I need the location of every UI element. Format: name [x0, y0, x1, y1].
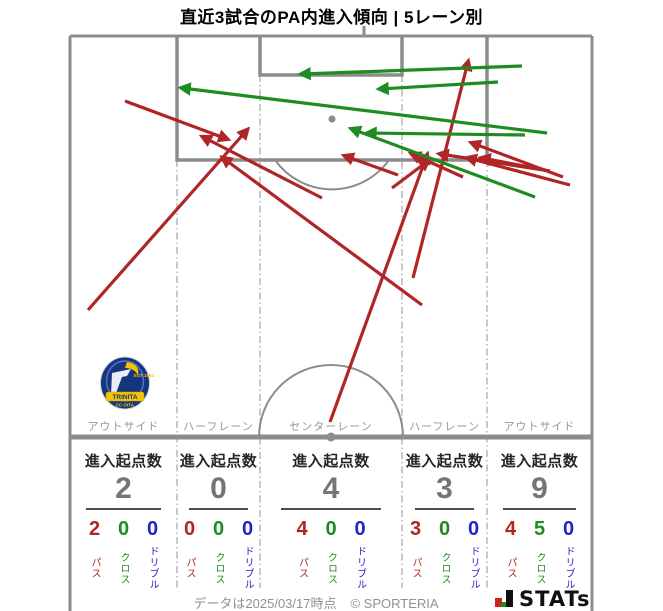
entry-count-total: 2 [115, 472, 132, 505]
badge-banner [105, 391, 145, 402]
divider-rule [86, 508, 161, 510]
lane-label-outside-right: アウトサイド [503, 421, 576, 433]
entry-arrow-pass [391, 158, 432, 190]
lane-label-outside-left: アウトサイド [87, 421, 160, 433]
dribble-label: ドリブル [147, 546, 158, 590]
lane-label-center: センターレーン [289, 421, 373, 433]
lane-label-half-left: ハーフレーン [183, 421, 254, 433]
pass-label: パス [184, 557, 195, 579]
dribble-count: 0 [146, 518, 159, 540]
entry-count-header: 進入起点数 [500, 453, 579, 470]
badge-sub-text: FC OITA [116, 403, 134, 408]
stat-column-half-right: 進入起点数 3 3 パス 0 クロス 0 ドリブル [402, 437, 487, 592]
pass-count: 4 [504, 518, 517, 540]
cross-label: クロス [325, 551, 337, 585]
badge-name-text: TRINITA [112, 394, 137, 401]
badge-t-monogram [111, 369, 131, 395]
divider-rule [414, 508, 475, 510]
pass-count: 3 [409, 518, 422, 540]
footer: データは2025/03/17時点 © SPORTERIA [70, 593, 602, 611]
stat-column-center: 進入起点数 4 4 パス 0 クロス 0 ドリブル [260, 437, 402, 592]
entry-count-header: 進入起点数 [405, 453, 484, 470]
cross-count: 0 [117, 518, 130, 540]
cross-count: 0 [325, 518, 337, 540]
dribble-count: 0 [241, 518, 254, 540]
entry-arrow-pass [198, 134, 323, 200]
dribble-label: ドリブル [354, 546, 366, 590]
cross-label: クロス [213, 551, 224, 585]
pass-label: パス [296, 557, 308, 579]
cross-label: クロス [439, 551, 450, 585]
penalty-spot [328, 115, 336, 123]
badge-flame [125, 362, 139, 375]
entry-arrow-pass [219, 155, 423, 307]
pass-label: パス [410, 557, 421, 579]
copyright: © SPORTERIA [350, 596, 439, 611]
entry-count-header: 進入起点数 [292, 453, 370, 470]
entry-arrow-cross [375, 80, 499, 96]
cross-label: クロス [118, 551, 129, 585]
dribble-count: 0 [562, 518, 575, 540]
pass-count: 0 [183, 518, 196, 540]
page-title: 直近3試合のPA内進入傾向 | 5レーン別 [179, 8, 484, 27]
cross-count: 5 [533, 518, 546, 540]
pass-count: 4 [296, 518, 308, 540]
pass-label: パス [505, 557, 516, 579]
entry-count-total: 4 [322, 472, 340, 505]
dribble-count: 0 [354, 518, 366, 540]
entry-count-header: 進入起点数 [179, 453, 258, 470]
divider-rule [502, 508, 577, 510]
stats-logo: STATs [494, 587, 591, 611]
pitch-lines [68, 26, 594, 611]
cross-count: 0 [212, 518, 225, 540]
pass-count: 2 [88, 518, 101, 540]
entry-arrow-pass [435, 148, 551, 173]
goal-area [258, 36, 404, 77]
stat-column-outside-right: 進入起点数 9 4 パス 5 クロス 0 ドリブル [487, 437, 592, 592]
dribble-label: ドリブル [242, 546, 253, 590]
divider-rule [281, 508, 381, 510]
dribble-label: ドリブル [468, 546, 479, 590]
entry-count-total: 3 [436, 472, 453, 505]
entry-arrow-pass [124, 99, 232, 143]
lane-dividers [176, 75, 488, 588]
cross-count: 0 [438, 518, 451, 540]
penalty-arc [274, 159, 390, 191]
entry-arrow-pass [411, 57, 473, 279]
entry-count-header: 進入起点数 [84, 453, 163, 470]
entry-arrow-pass [328, 150, 431, 423]
penalty-area [175, 36, 489, 162]
stat-column-half-left: 進入起点数 0 0 パス 0 クロス 0 ドリブル [177, 437, 260, 592]
footer-note: データは2025/03/17時点 [193, 596, 337, 611]
cross-label: クロス [534, 551, 545, 585]
stats-logo-text: STATs [519, 587, 591, 611]
entry-arrow-cross [177, 82, 548, 135]
entry-arrow-pass [86, 126, 251, 312]
lane-label-half-right: ハーフレーン [409, 421, 480, 433]
arrow-layer [86, 57, 571, 423]
entry-count-total: 9 [531, 472, 548, 505]
entry-arrow-pass [407, 151, 464, 179]
dribble-label: ドリブル [563, 546, 574, 590]
entry-count-total: 0 [210, 472, 227, 505]
entry-arrow-cross [297, 64, 523, 81]
pass-label: パス [89, 557, 100, 579]
divider-rule [189, 508, 248, 510]
club-badge: EST 1994 TRINITA FC OITA [100, 356, 155, 410]
center-spot [326, 432, 336, 442]
stats-logo-icon [495, 590, 513, 607]
center-circle [258, 364, 404, 438]
dribble-count: 0 [467, 518, 480, 540]
entry-arrow-cross [347, 125, 536, 199]
badge-est-text: EST 1994 [134, 373, 155, 378]
stat-column-outside-left: 進入起点数 2 2 パス 0 クロス 0 ドリブル [70, 437, 177, 592]
entry-arrow-pass [340, 152, 399, 177]
entry-arrow-cross [363, 126, 526, 140]
